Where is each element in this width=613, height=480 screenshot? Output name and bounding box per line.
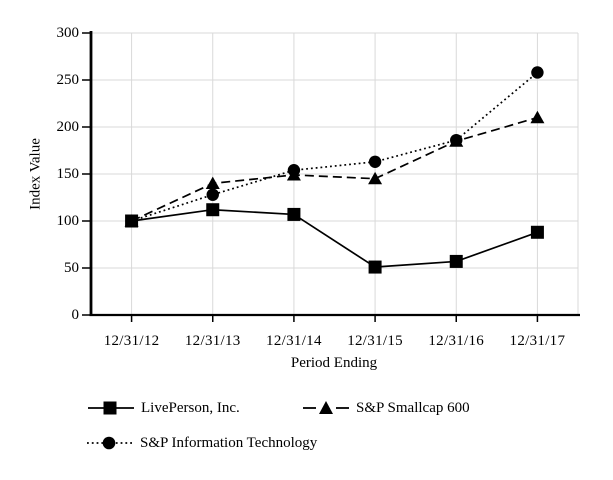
- y-tick-label: 300: [56, 25, 80, 41]
- legend-label-smallcap: S&P Smallcap 600: [356, 399, 470, 416]
- data-point-circle: [531, 66, 544, 79]
- legend-item-smallcap: S&P Smallcap 600: [303, 398, 470, 418]
- y-tick-label: 150: [56, 166, 80, 182]
- data-point-square: [530, 225, 544, 239]
- y-tick-label: 200: [56, 119, 80, 135]
- circle-marker-icon: [87, 436, 133, 450]
- legend-item-inftech: S&P Information Technology: [87, 433, 317, 453]
- data-point-square: [449, 254, 463, 268]
- legend-label-liveperson: LivePerson, Inc.: [141, 399, 240, 416]
- data-point-square: [206, 203, 220, 217]
- x-axis-title: Period Ending: [290, 355, 378, 371]
- data-point-triangle: [368, 171, 383, 185]
- y-tick-label: 250: [56, 72, 80, 88]
- data-point-triangle: [205, 176, 220, 189]
- legend-label-inftech: S&P Information Technology: [140, 434, 318, 451]
- series-line-square: [131, 208, 538, 268]
- y-tick-label: 50: [64, 260, 79, 276]
- series-line-circle: [131, 71, 538, 222]
- triangle-marker-icon: [303, 401, 349, 414]
- series-line-triangle: [131, 116, 538, 222]
- data-point-circle: [206, 188, 219, 201]
- x-tick-label: 12/31/12: [103, 333, 160, 349]
- x-tick-label: 12/31/17: [509, 333, 566, 349]
- data-point-square: [368, 260, 382, 274]
- data-point-circle: [450, 133, 463, 147]
- legend-item-liveperson: LivePerson, Inc.: [88, 398, 240, 418]
- data-point-circle: [287, 164, 301, 177]
- square-marker-icon: [88, 401, 134, 415]
- y-tick-label: 100: [56, 213, 80, 229]
- data-point-square: [287, 207, 301, 221]
- x-tick-label: 12/31/14: [266, 333, 322, 349]
- x-tick-label: 12/31/13: [184, 333, 241, 349]
- x-tick-label: 12/31/16: [428, 333, 485, 349]
- data-point-square: [125, 214, 139, 228]
- data-point-triangle: [530, 110, 545, 124]
- y-tick-label: 0: [71, 307, 80, 323]
- data-point-circle: [368, 155, 382, 168]
- x-tick-label: 12/31/15: [347, 333, 403, 349]
